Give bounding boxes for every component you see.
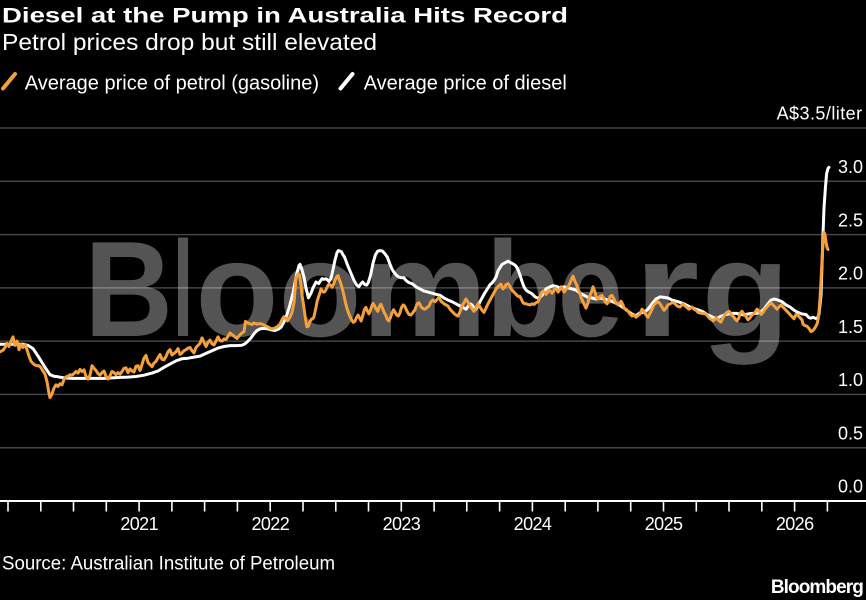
svg-text:l: l (173, 213, 194, 365)
svg-text:3.0: 3.0 (838, 157, 863, 177)
svg-text:r: r (634, 213, 700, 365)
svg-text:2024: 2024 (514, 514, 552, 534)
svg-text:0.0: 0.0 (838, 477, 863, 497)
svg-text:0.5: 0.5 (838, 423, 863, 443)
svg-text:2022: 2022 (251, 514, 289, 534)
svg-text:2023: 2023 (383, 514, 421, 534)
svg-text:2026: 2026 (776, 514, 814, 534)
svg-text:Average price of diesel: Average price of diesel (364, 73, 567, 95)
svg-text:2021: 2021 (120, 514, 158, 534)
svg-text:Source: Australian Institute o: Source: Australian Institute of Petroleu… (2, 554, 335, 575)
svg-text:2.0: 2.0 (838, 264, 863, 284)
svg-text:Petrol prices drop but still e: Petrol prices drop but still elevated (2, 29, 377, 55)
svg-text:B: B (84, 213, 172, 365)
svg-text:Diesel at the Pump in Australi: Diesel at the Pump in Australia Hits Rec… (2, 5, 568, 28)
svg-text:1.5: 1.5 (838, 317, 863, 337)
svg-text:Average price of petrol (gasol: Average price of petrol (gasoline) (25, 73, 319, 95)
svg-text:2.5: 2.5 (838, 210, 863, 230)
svg-text:g: g (702, 213, 790, 365)
svg-text:m: m (362, 213, 488, 365)
svg-text:A$3.5/liter: A$3.5/liter (777, 104, 863, 124)
svg-text:1.0: 1.0 (838, 370, 863, 390)
svg-text:Bloomberg: Bloomberg (771, 577, 863, 598)
svg-text:2025: 2025 (645, 514, 683, 534)
